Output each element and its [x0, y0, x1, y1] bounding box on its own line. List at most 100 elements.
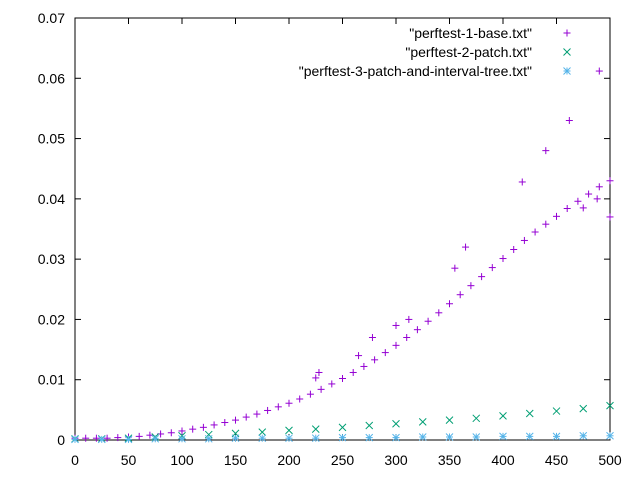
series-2-point: [525, 409, 534, 418]
series-1-point: [462, 243, 470, 251]
series-1-point: [435, 309, 443, 317]
series-1-point: [542, 220, 550, 228]
series-2-point: [552, 407, 561, 415]
series-1-point: [563, 205, 571, 213]
legend-label: "perftest-3-patch-and-interval-tree.txt": [299, 63, 532, 79]
series-1-point: [349, 368, 357, 376]
series-1-point: [315, 368, 323, 376]
x-tick-label: 400: [491, 452, 515, 468]
series-1-point: [446, 300, 453, 308]
series-2-point: [579, 404, 588, 413]
series-1-point: [167, 429, 175, 437]
series-1-point: [574, 197, 582, 205]
series-1-point: [368, 334, 376, 342]
series-2-point: [472, 414, 481, 423]
series-2-point: [499, 412, 507, 420]
series-1-point: [606, 177, 614, 185]
y-tick-label: 0.07: [38, 10, 65, 26]
series-1-point: [253, 410, 261, 418]
series-1-point: [339, 375, 346, 383]
series-1-point: [371, 356, 379, 364]
y-tick-label: 0: [57, 432, 65, 448]
legend-marker: [563, 29, 571, 37]
series-3-point: [151, 434, 160, 443]
x-tick-label: 150: [224, 452, 248, 468]
series-1-point: [403, 334, 411, 342]
series-3-point: [445, 433, 454, 441]
series-3-point: [178, 434, 186, 443]
series-3-point: [579, 431, 588, 440]
series-1-point: [595, 67, 603, 75]
series-3-point: [338, 433, 347, 442]
series-1-point: [595, 183, 603, 191]
series-3-point: [258, 434, 267, 443]
series-1-point: [413, 326, 421, 334]
series-1-point: [232, 416, 239, 424]
y-tick-label: 0.04: [38, 191, 65, 207]
series-3-point: [552, 432, 561, 441]
series-3-point: [606, 431, 614, 440]
series-3-point: [499, 432, 507, 441]
series-2-point: [258, 428, 267, 437]
series-1-point: [478, 273, 486, 281]
series-1-point: [296, 395, 304, 403]
series-1-point: [135, 432, 143, 440]
series-2-point: [445, 416, 454, 424]
series-3-point: [97, 435, 106, 444]
x-tick-label: 350: [438, 452, 462, 468]
series-2-point: [606, 401, 614, 410]
y-axis: 0 0.01 0.02 0.03 0.04 0.05 0.06 0.07: [38, 10, 610, 448]
series-3-point: [285, 434, 293, 443]
series-3-point: [204, 434, 213, 443]
series-1-point: [606, 213, 614, 221]
series-2-point: [285, 426, 293, 435]
x-tick-label: 200: [277, 452, 301, 468]
series-2-point: [338, 423, 347, 432]
series-3-point: [472, 433, 481, 441]
y-tick-label: 0.02: [38, 311, 65, 327]
series-1-point: [531, 228, 539, 236]
x-axis: 0 50 100 150 200 250 300 350 400 450 500: [71, 18, 622, 468]
y-tick-label: 0.03: [38, 251, 65, 267]
series-1-point: [317, 385, 325, 393]
y-tick-label: 0.01: [38, 372, 65, 388]
series-3-point: [418, 433, 427, 441]
series-2-point: [392, 419, 400, 428]
series-1-point: [467, 282, 475, 290]
legend-label: "perftest-1-base.txt": [409, 25, 532, 41]
series-3-point: [525, 432, 534, 441]
series-1-point: [355, 352, 363, 360]
legend-marker: [563, 48, 571, 56]
series-2-point: [365, 421, 374, 430]
series-2-point: [311, 425, 320, 434]
series-1-point: [242, 413, 250, 421]
series-1-point: [146, 431, 154, 439]
series-1-point: [488, 264, 496, 272]
series-1-point: [456, 291, 464, 299]
series-1-point: [499, 255, 507, 263]
legend-marker: [563, 67, 571, 75]
x-tick-label: 100: [170, 452, 194, 468]
series-1-point: [565, 116, 573, 124]
series-1-point: [424, 317, 432, 325]
series-3-point: [365, 433, 374, 442]
series-3-point: [392, 433, 400, 442]
series-3-point: [71, 435, 79, 444]
series-1-point: [178, 427, 186, 435]
series-1-point: [510, 245, 518, 253]
series-3-point: [231, 434, 240, 443]
legend: "perftest-1-base.txt" "perftest-2-patch.t…: [299, 25, 571, 79]
series-1-point: [451, 264, 459, 272]
series-1-point: [579, 204, 587, 212]
series-1-point: [593, 195, 601, 203]
series-1-point: [274, 403, 282, 411]
series-1-point: [553, 212, 560, 220]
series-1-point: [285, 399, 293, 407]
series-1-point: [264, 406, 272, 414]
series-1-point: [360, 362, 368, 370]
x-tick-label: 300: [384, 452, 408, 468]
series-1-point: [210, 421, 218, 429]
series-1-point: [542, 147, 550, 155]
series-1-point: [92, 434, 100, 442]
series-1-point: [585, 190, 593, 198]
